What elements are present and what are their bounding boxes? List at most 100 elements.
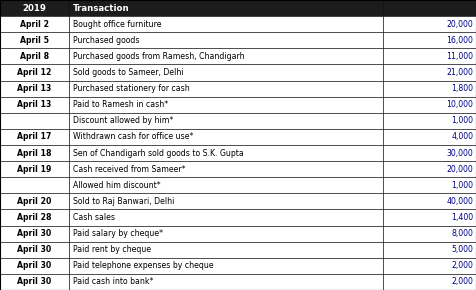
Bar bbox=[383, 16, 476, 32]
Bar bbox=[0, 0, 69, 16]
Text: 1,400: 1,400 bbox=[451, 213, 473, 222]
Bar bbox=[69, 177, 383, 193]
Bar bbox=[69, 16, 383, 32]
Text: Paid salary by cheque*: Paid salary by cheque* bbox=[73, 229, 163, 238]
Bar bbox=[69, 193, 383, 209]
Bar bbox=[383, 274, 476, 290]
Text: April 2: April 2 bbox=[20, 20, 49, 29]
Text: 1,800: 1,800 bbox=[451, 84, 473, 93]
Text: 20,000: 20,000 bbox=[446, 20, 473, 29]
Bar bbox=[383, 226, 476, 242]
Bar bbox=[0, 81, 69, 97]
Text: April 17: April 17 bbox=[17, 133, 52, 142]
Bar bbox=[0, 113, 69, 129]
Bar bbox=[69, 161, 383, 177]
Bar bbox=[383, 32, 476, 48]
Bar bbox=[383, 64, 476, 81]
Bar bbox=[383, 177, 476, 193]
Bar bbox=[383, 209, 476, 226]
Text: 10,000: 10,000 bbox=[446, 100, 473, 109]
Bar bbox=[383, 81, 476, 97]
Bar bbox=[0, 258, 69, 274]
Bar bbox=[383, 161, 476, 177]
Text: 16,000: 16,000 bbox=[446, 36, 473, 45]
Bar bbox=[69, 64, 383, 81]
Bar bbox=[69, 97, 383, 113]
Bar bbox=[69, 81, 383, 97]
Text: April 12: April 12 bbox=[17, 68, 52, 77]
Bar bbox=[69, 209, 383, 226]
Bar bbox=[69, 242, 383, 258]
Bar bbox=[0, 177, 69, 193]
Bar bbox=[0, 129, 69, 145]
Text: Bought office furniture: Bought office furniture bbox=[73, 20, 161, 29]
Text: Purchased goods: Purchased goods bbox=[73, 36, 139, 45]
Text: 40,000: 40,000 bbox=[446, 197, 473, 206]
Text: Sen of Chandigarh sold goods to S.K. Gupta: Sen of Chandigarh sold goods to S.K. Gup… bbox=[73, 148, 244, 157]
Text: Discount allowed by him*: Discount allowed by him* bbox=[73, 116, 173, 125]
Text: Cash received from Sameer*: Cash received from Sameer* bbox=[73, 165, 185, 174]
Text: April 30: April 30 bbox=[18, 245, 51, 254]
Text: April 13: April 13 bbox=[18, 100, 51, 109]
Text: 30,000: 30,000 bbox=[446, 148, 473, 157]
Bar bbox=[69, 48, 383, 64]
Text: April 13: April 13 bbox=[18, 84, 51, 93]
Bar bbox=[383, 97, 476, 113]
Bar bbox=[383, 0, 476, 16]
Text: Sold to Raj Banwari, Delhi: Sold to Raj Banwari, Delhi bbox=[73, 197, 174, 206]
Text: Allowed him discount*: Allowed him discount* bbox=[73, 181, 160, 190]
Text: 5,000: 5,000 bbox=[451, 245, 473, 254]
Bar bbox=[383, 242, 476, 258]
Text: Withdrawn cash for office use*: Withdrawn cash for office use* bbox=[73, 133, 193, 142]
Bar bbox=[0, 226, 69, 242]
Text: April 8: April 8 bbox=[20, 52, 49, 61]
Bar bbox=[0, 64, 69, 81]
Bar bbox=[0, 32, 69, 48]
Bar bbox=[69, 274, 383, 290]
Text: 20,000: 20,000 bbox=[446, 165, 473, 174]
Bar bbox=[69, 32, 383, 48]
Bar bbox=[0, 209, 69, 226]
Text: 11,000: 11,000 bbox=[446, 52, 473, 61]
Bar bbox=[383, 129, 476, 145]
Bar bbox=[0, 145, 69, 161]
Text: Paid rent by cheque: Paid rent by cheque bbox=[73, 245, 151, 254]
Text: April 28: April 28 bbox=[17, 213, 52, 222]
Bar bbox=[69, 0, 383, 16]
Text: 4,000: 4,000 bbox=[451, 133, 473, 142]
Bar bbox=[383, 258, 476, 274]
Bar bbox=[0, 274, 69, 290]
Bar bbox=[0, 16, 69, 32]
Text: 1,000: 1,000 bbox=[451, 116, 473, 125]
Text: Paid telephone expenses by cheque: Paid telephone expenses by cheque bbox=[73, 261, 213, 270]
Bar bbox=[383, 193, 476, 209]
Bar bbox=[69, 226, 383, 242]
Text: Cash sales: Cash sales bbox=[73, 213, 115, 222]
Text: April 5: April 5 bbox=[20, 36, 49, 45]
Bar bbox=[0, 97, 69, 113]
Text: Purchased goods from Ramesh, Chandigarh: Purchased goods from Ramesh, Chandigarh bbox=[73, 52, 245, 61]
Text: 1,000: 1,000 bbox=[451, 181, 473, 190]
Bar bbox=[383, 113, 476, 129]
Bar bbox=[69, 145, 383, 161]
Bar bbox=[69, 258, 383, 274]
Bar bbox=[0, 161, 69, 177]
Text: Paid to Ramesh in cash*: Paid to Ramesh in cash* bbox=[73, 100, 168, 109]
Text: 2,000: 2,000 bbox=[451, 261, 473, 270]
Text: April 19: April 19 bbox=[17, 165, 52, 174]
Text: Transaction: Transaction bbox=[73, 3, 129, 12]
Text: Sold goods to Sameer, Delhi: Sold goods to Sameer, Delhi bbox=[73, 68, 183, 77]
Text: 2019: 2019 bbox=[22, 3, 47, 12]
Text: 2,000: 2,000 bbox=[451, 278, 473, 287]
Text: 8,000: 8,000 bbox=[451, 229, 473, 238]
Text: Paid cash into bank*: Paid cash into bank* bbox=[73, 278, 153, 287]
Bar bbox=[69, 129, 383, 145]
Bar bbox=[383, 48, 476, 64]
Bar bbox=[0, 48, 69, 64]
Text: Purchased stationery for cash: Purchased stationery for cash bbox=[73, 84, 189, 93]
Bar bbox=[0, 193, 69, 209]
Text: April 20: April 20 bbox=[17, 197, 52, 206]
Text: 21,000: 21,000 bbox=[446, 68, 473, 77]
Bar bbox=[69, 113, 383, 129]
Text: April 30: April 30 bbox=[18, 261, 51, 270]
